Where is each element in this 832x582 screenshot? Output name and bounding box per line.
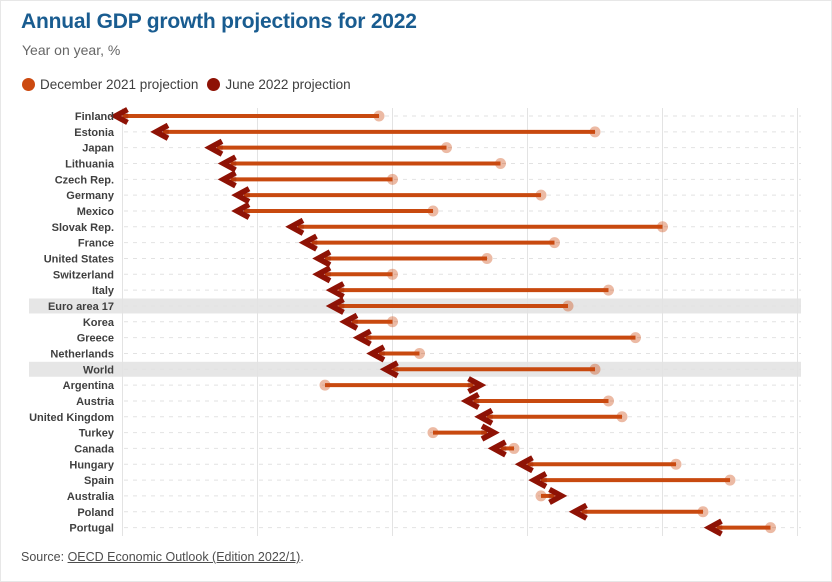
arrowhead bbox=[204, 138, 224, 157]
country-label: World bbox=[83, 364, 114, 376]
country-label: Germany bbox=[66, 190, 115, 202]
arrowhead bbox=[217, 154, 237, 173]
arrowhead bbox=[487, 439, 507, 458]
december-marker bbox=[427, 427, 439, 439]
december-marker bbox=[427, 205, 439, 217]
december-marker bbox=[589, 126, 601, 138]
arrowhead bbox=[339, 312, 359, 331]
december-marker bbox=[495, 157, 506, 169]
country-label: Spain bbox=[84, 475, 114, 487]
arrowhead bbox=[312, 265, 332, 284]
december-marker bbox=[319, 379, 331, 391]
country-label: France bbox=[78, 238, 114, 250]
december-marker bbox=[589, 363, 601, 375]
country-label: Portugal bbox=[69, 523, 114, 535]
december-marker bbox=[535, 189, 547, 201]
december-marker bbox=[441, 142, 452, 154]
chart-title: Annual GDP growth projections for 2022 bbox=[21, 10, 417, 33]
december-marker bbox=[765, 522, 776, 534]
arrowhead bbox=[231, 186, 251, 205]
arrowhead bbox=[312, 249, 332, 268]
arrowhead bbox=[298, 233, 318, 252]
june-dot-icon bbox=[207, 78, 221, 91]
december-marker bbox=[387, 173, 398, 185]
country-label: Austria bbox=[76, 396, 115, 408]
arrowhead bbox=[467, 376, 487, 395]
arrowhead bbox=[285, 217, 305, 236]
december-marker bbox=[630, 332, 641, 344]
arrowhead bbox=[231, 202, 251, 220]
country-label: Finland bbox=[75, 111, 114, 123]
country-label: Australia bbox=[67, 491, 115, 503]
arrowhead bbox=[325, 281, 345, 300]
country-label: Czech Rep. bbox=[55, 174, 114, 186]
country-label: Netherlands bbox=[50, 348, 114, 360]
arrowhead bbox=[217, 170, 237, 189]
december-marker bbox=[535, 490, 547, 502]
legend: December 2021 projection June 2022 proje… bbox=[22, 77, 351, 92]
december-marker bbox=[373, 110, 385, 122]
legend-label-june: June 2022 projection bbox=[225, 77, 351, 92]
arrowhead bbox=[352, 328, 372, 347]
december-marker bbox=[657, 221, 668, 233]
arrowhead bbox=[109, 107, 129, 125]
december-marker bbox=[387, 268, 398, 280]
country-label: Euro area 17 bbox=[48, 301, 114, 313]
country-label: Japan bbox=[82, 143, 114, 155]
legend-item-december: December 2021 projection bbox=[22, 77, 198, 92]
legend-label-december: December 2021 projection bbox=[40, 77, 199, 92]
country-label: United Kingdom bbox=[29, 412, 114, 424]
country-label: Argentina bbox=[63, 380, 115, 392]
arrowhead bbox=[514, 455, 534, 474]
arrowhead bbox=[528, 471, 548, 490]
december-marker bbox=[697, 506, 709, 518]
december-marker bbox=[616, 411, 628, 423]
country-label: Estonia bbox=[74, 127, 115, 139]
country-label: Canada bbox=[74, 443, 115, 455]
arrowhead bbox=[150, 122, 170, 141]
legend-item-june: June 2022 projection bbox=[207, 77, 351, 92]
country-label: Hungary bbox=[69, 459, 115, 471]
arrowhead bbox=[480, 423, 500, 442]
december-dot-icon bbox=[22, 78, 35, 91]
source-prefix: Source: bbox=[21, 550, 68, 564]
december-marker bbox=[414, 347, 425, 359]
country-label: Mexico bbox=[77, 206, 115, 218]
chart-subtitle: Year on year, % bbox=[22, 42, 121, 58]
arrowhead bbox=[366, 344, 386, 363]
december-marker bbox=[508, 442, 520, 454]
december-marker bbox=[670, 458, 682, 470]
country-label: Korea bbox=[83, 317, 115, 329]
country-label: Turkey bbox=[79, 428, 115, 440]
arrowhead bbox=[325, 297, 345, 315]
arrowhead bbox=[568, 502, 588, 521]
country-label: Slovak Rep. bbox=[52, 222, 114, 234]
december-marker bbox=[603, 284, 614, 296]
country-label: United States bbox=[44, 253, 114, 265]
december-marker bbox=[562, 300, 574, 312]
arrowhead bbox=[703, 518, 723, 537]
december-marker bbox=[387, 316, 398, 328]
arrowhead bbox=[548, 487, 568, 505]
december-marker bbox=[724, 474, 736, 486]
dumbbell-arrow-chart: Finland Estonia Japan Lithuania Czech Rep. Ge… bbox=[29, 107, 801, 537]
arrowhead bbox=[379, 360, 399, 379]
december-marker bbox=[549, 237, 560, 249]
country-label: Poland bbox=[77, 507, 114, 519]
country-label: Italy bbox=[92, 285, 115, 297]
country-label: Lithuania bbox=[65, 158, 115, 170]
country-label: Switzerland bbox=[53, 269, 114, 281]
country-label: Greece bbox=[77, 333, 114, 345]
source-line: Source: OECD Economic Outlook (Edition 2… bbox=[21, 550, 304, 564]
source-link[interactable]: OECD Economic Outlook (Edition 2022/1) bbox=[67, 550, 301, 564]
arrowhead bbox=[474, 407, 494, 426]
arrowhead bbox=[460, 392, 480, 410]
december-marker bbox=[603, 395, 614, 407]
december-marker bbox=[481, 252, 493, 264]
source-suffix: . bbox=[300, 550, 304, 564]
